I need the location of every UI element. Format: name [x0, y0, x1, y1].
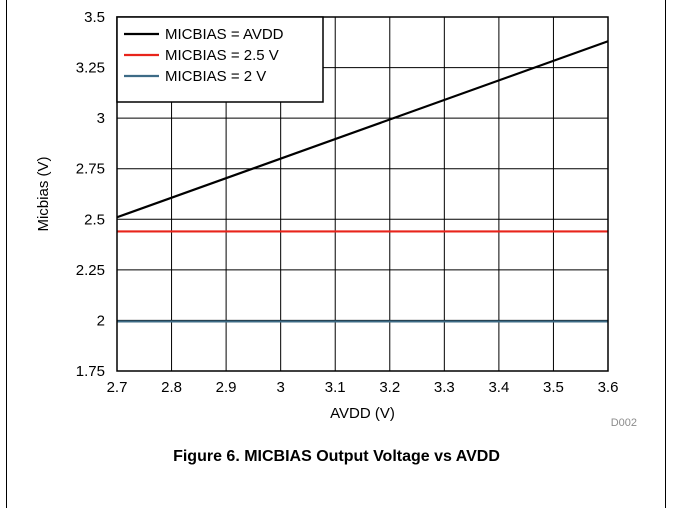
page-left-rule — [6, 0, 7, 508]
y-tick-label: 3.5 — [84, 9, 105, 26]
x-tick-label: 3.1 — [325, 379, 346, 396]
series-line-0 — [116, 40, 609, 219]
y-tick-label: 3 — [97, 110, 105, 127]
y-tick-labels: 1.75 2 2.25 2.5 2.75 3 3.25 3.5 — [76, 9, 105, 380]
x-tick-label: 3 — [276, 379, 284, 396]
x-tick-labels: 2.7 2.8 2.9 3 3.1 3.2 3.3 3.4 3.5 3.6 — [107, 379, 619, 396]
y-axis-title: Micbias (V) — [35, 156, 52, 231]
legend-label-0: MICBIAS = AVDD — [165, 26, 284, 43]
y-tick-label: 2.5 — [84, 211, 105, 228]
figure-caption: Figure 6. MICBIAS Output Voltage vs AVDD — [173, 448, 500, 465]
legend-label-1: MICBIAS = 2.5 V — [165, 47, 279, 64]
micbias-chart: 2.7 2.8 2.9 3 3.1 3.2 3.3 3.4 3.5 3.6 1.75 2 2.25 2.… — [35, 9, 637, 429]
y-tick-label: 2.25 — [76, 262, 105, 279]
x-tick-label: 2.9 — [216, 379, 237, 396]
figure-id: D002 — [611, 417, 637, 429]
y-tick-label: 2.75 — [76, 161, 105, 178]
page-right-rule — [665, 0, 666, 508]
x-tick-label: 3.4 — [488, 379, 509, 396]
plot-frame — [116, 16, 609, 372]
y-tick-label: 2 — [97, 312, 105, 329]
y-tick-label: 3.25 — [76, 60, 105, 77]
x-tick-label: 2.8 — [161, 379, 182, 396]
series-lines — [116, 40, 609, 323]
x-tick-label: 3.6 — [598, 379, 619, 396]
x-tick-label: 2.7 — [107, 379, 128, 396]
x-tick-label: 3.5 — [543, 379, 564, 396]
x-axis-title: AVDD (V) — [330, 405, 395, 422]
legend-label-2: MICBIAS = 2 V — [165, 68, 266, 85]
legend: MICBIAS = AVDD MICBIAS = 2.5 V MICBIAS = 2… — [116, 16, 324, 103]
y-tick-label: 1.75 — [76, 363, 105, 380]
x-tick-label: 3.2 — [379, 379, 400, 396]
x-tick-label: 3.3 — [434, 379, 455, 396]
legend-box — [116, 16, 324, 103]
